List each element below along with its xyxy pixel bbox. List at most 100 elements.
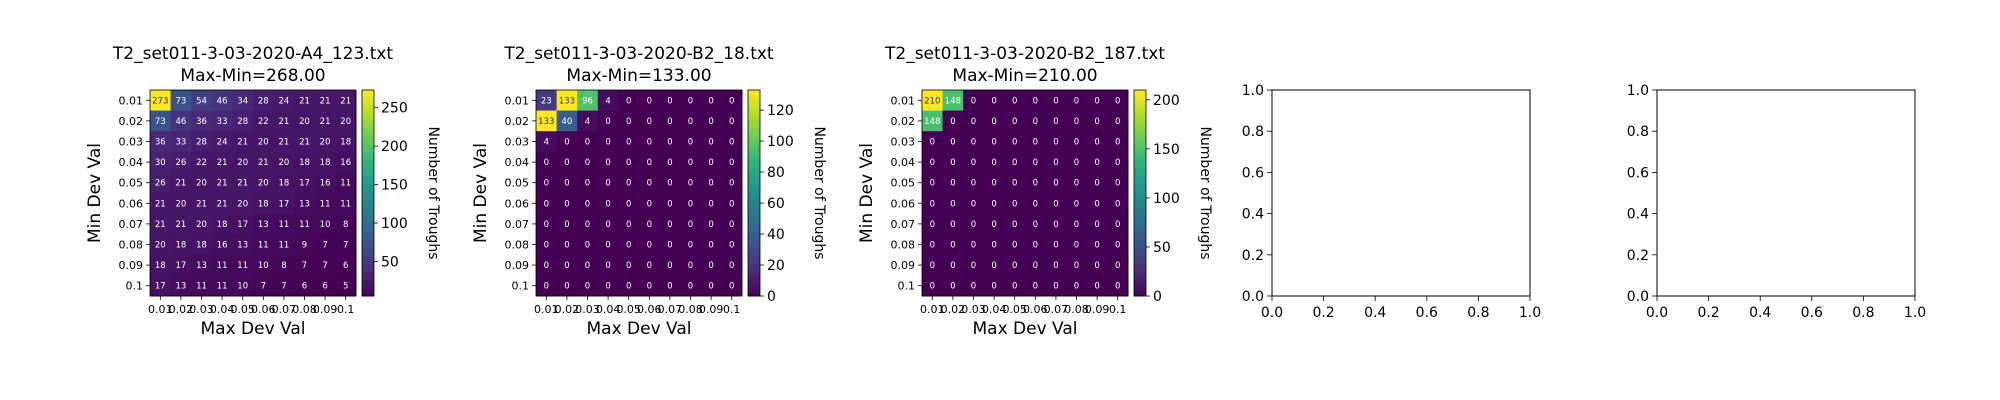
cell-value-label: 0 [708, 179, 713, 189]
heatmap-cell [556, 151, 578, 173]
colorbar-segment [748, 179, 760, 184]
cell-value-label: 0 [626, 117, 631, 127]
heatmap-cell [700, 193, 722, 214]
heatmap-cell [191, 254, 213, 276]
colorbar-segment [1134, 193, 1146, 197]
colorbar-segment [1134, 206, 1146, 211]
colorbar-tick-label: 100 [381, 216, 408, 232]
heatmap-cell [1004, 234, 1026, 256]
heatmap-cell [211, 275, 233, 297]
cell-value-label: 11 [196, 282, 207, 292]
cell-value-label: 0 [1053, 282, 1058, 292]
heatmap-cell [1045, 213, 1067, 235]
chart-title: T2_set011-3-03-2020-B2_18.txt [503, 44, 774, 64]
colorbar-segment [1134, 134, 1146, 139]
colorbar-segment [748, 172, 760, 177]
heatmap-cell [680, 110, 702, 132]
cell-value-label: 0 [544, 179, 549, 189]
heatmap-cell [170, 234, 192, 256]
cell-value-label: 11 [217, 261, 228, 271]
y-tick-label: 0.4 [1627, 207, 1649, 223]
heatmap-cell [556, 193, 578, 214]
y-tick-label: 0.07 [505, 218, 530, 231]
heatmap-cell [922, 275, 943, 297]
colorbar-segment [748, 220, 760, 225]
heatmap-cell [680, 172, 702, 194]
cell-value-label: 5 [343, 282, 348, 292]
heatmap-cell [1025, 90, 1046, 111]
colorbar-segment [1134, 124, 1146, 129]
cell-value-label: 13 [196, 261, 207, 271]
cell-value-label: 148 [924, 117, 940, 127]
cell-value-label: 21 [299, 138, 310, 148]
cell-value-label: 0 [626, 220, 631, 230]
cell-value-label: 10 [320, 220, 331, 230]
cell-value-label: 0 [1053, 179, 1058, 189]
colorbar-segment [362, 144, 374, 149]
colorbar-segment [362, 237, 374, 242]
heatmap-cell [191, 90, 213, 111]
cell-value-label: 22 [196, 158, 207, 168]
cell-value-label: 0 [1094, 138, 1099, 148]
cell-value-label: 17 [155, 282, 166, 292]
colorbar-segment [748, 217, 760, 221]
cell-value-label: 6 [322, 282, 327, 292]
x-tick-label: 0.4 [1364, 305, 1386, 321]
cell-value-label: 21 [155, 199, 166, 209]
colorbar-segment [362, 162, 374, 167]
heatmap-cell [253, 213, 274, 235]
cell-value-label: 133 [538, 117, 554, 127]
colorbar-tick-label: 250 [381, 101, 408, 117]
cell-value-label: 40 [561, 117, 572, 127]
cell-value-label: 20 [155, 241, 166, 251]
colorbar-segment [1134, 103, 1146, 108]
cell-value-label: 11 [278, 220, 289, 230]
colorbar-segment [1134, 179, 1146, 184]
cell-value-label: 46 [175, 117, 186, 127]
heatmap-cell [1045, 90, 1067, 111]
colorbar-segment [748, 96, 760, 101]
colorbar-segment [748, 254, 760, 259]
cell-value-label: 0 [688, 261, 693, 271]
y-tick-label: 0.08 [119, 239, 144, 252]
cell-value-label: 0 [564, 179, 569, 189]
colorbar-segment [362, 96, 374, 101]
colorbar-segment [362, 124, 374, 129]
cell-value-label: 21 [217, 158, 228, 168]
x-tick-label: 0.03 [575, 303, 600, 316]
heatmap-cell [536, 193, 557, 214]
chart-subtitle: Max-Min=268.00 [180, 66, 325, 86]
cell-value-label: 0 [667, 241, 672, 251]
heatmap-cell [597, 193, 619, 214]
heatmap-cell [1045, 151, 1067, 173]
heatmap-cell [335, 172, 357, 194]
y-tick-label: 0.01 [891, 94, 916, 107]
y-tick-label: 0.1 [512, 280, 530, 293]
heatmap-cell [536, 110, 557, 132]
heatmap-cell [170, 131, 192, 153]
heatmap-cell [577, 131, 599, 153]
cell-value-label: 21 [278, 117, 289, 127]
heatmap-cell [963, 172, 985, 194]
cell-value-label: 0 [544, 220, 549, 230]
heatmap-cell [721, 151, 743, 173]
colorbar-tick-label: 200 [381, 139, 408, 155]
cell-value-label: 0 [729, 220, 734, 230]
cell-value-label: 21 [340, 96, 351, 106]
colorbar-segment [748, 131, 760, 136]
heatmap-cell [556, 90, 578, 111]
heatmap-cell [170, 151, 192, 173]
heatmap-cell [191, 234, 213, 256]
cell-value-label: 0 [1053, 117, 1058, 127]
heatmap-cell [1045, 131, 1067, 153]
heatmap-cell [273, 254, 295, 276]
cell-value-label: 13 [258, 220, 269, 230]
cell-value-label: 0 [605, 138, 610, 148]
x-tick-label: 0.02 [555, 303, 580, 316]
heatmap-cell [1025, 151, 1046, 173]
heatmap-cell [700, 254, 722, 276]
heatmap-cell [536, 131, 557, 153]
cell-value-label: 11 [340, 179, 351, 189]
heatmap-cell [983, 110, 1005, 132]
colorbar-segment [748, 278, 760, 283]
